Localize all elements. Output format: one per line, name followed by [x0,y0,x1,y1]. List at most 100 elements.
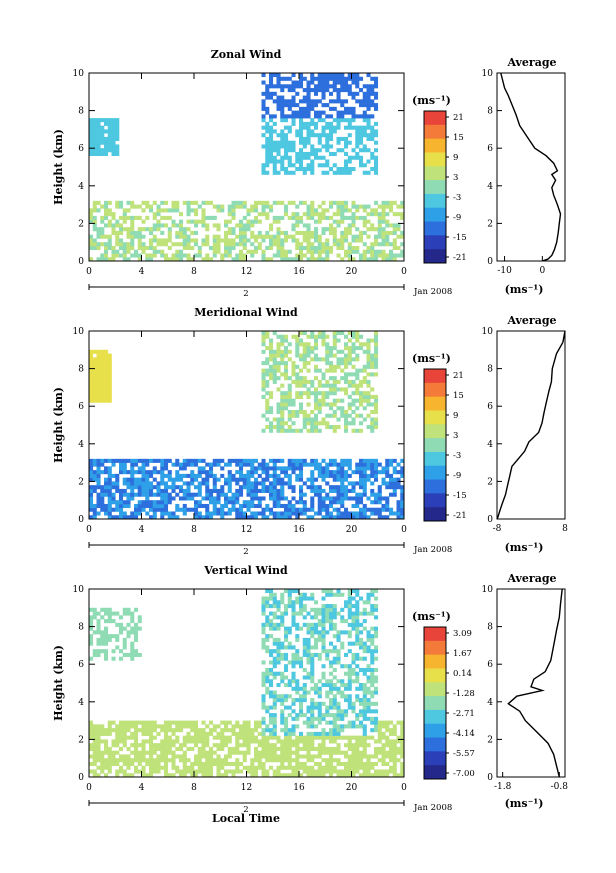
heatmap-cell [351,118,356,123]
heatmap-cell [250,492,255,497]
heatmap-cell [310,88,315,93]
heatmap-cell [377,746,382,751]
heatmap-cell [164,253,169,258]
colorbar-tick-label: 1.67 [453,649,472,659]
heatmap-cell [370,701,375,706]
heatmap-cell [224,242,229,247]
heatmap-cell [89,383,94,388]
heatmap-cell [295,754,300,759]
heatmap-cell [280,394,285,399]
heatmap-cell [152,200,157,205]
heatmap-cell [295,515,300,520]
heatmap-cell [332,705,337,710]
heatmap-cell [389,720,394,725]
heatmap-cell [389,458,394,463]
heatmap-cell [272,488,277,493]
heatmap-cell [216,245,221,251]
heatmap-cell [299,167,304,172]
heatmap-cell [370,675,375,680]
heatmap-cell [329,402,334,407]
heatmap-cell [182,743,187,748]
heatmap-cell [332,212,337,217]
heatmap-cell [246,227,251,232]
heatmap-cell [156,731,161,736]
heatmap-cell [389,477,394,482]
heatmap-cell [265,596,270,601]
heatmap-cell [269,589,274,594]
heatmap-cell [186,488,191,493]
heatmap-cell [182,466,187,471]
heatmap-cell [321,245,326,251]
heatmap-cell [269,492,274,497]
heatmap-cell [351,219,356,224]
heatmap-cell [152,500,157,505]
heatmap-cell [156,485,161,490]
heatmap-cell [272,671,277,676]
heatmap-cell [351,421,356,426]
heatmap-cell [336,728,341,733]
heatmap-cell [111,118,116,123]
heatmap-cell [104,470,109,475]
heatmap-cell [89,349,94,354]
heatmap-cell [381,238,386,243]
heatmap-cell [306,208,311,213]
heatmap-cell [96,477,101,482]
heatmap-cell [92,387,97,392]
heatmap-cell [89,368,94,373]
heatmap-cell [347,413,352,418]
heatmap-cell [336,223,341,228]
heatmap-cell [362,773,367,778]
heatmap-cell [287,660,292,665]
heatmap-cell [370,361,375,366]
heatmap-cell [385,496,390,501]
heatmap-cell [359,462,364,467]
heatmap-cell [306,641,311,646]
meridional-date-label: Jan 2008 [413,545,452,555]
heatmap-cell [104,364,109,369]
heatmap-cell [265,619,270,624]
heatmap-cell [107,503,112,509]
heatmap-cell [321,743,326,748]
heatmap-cell [299,110,304,115]
heatmap-cell [317,402,322,407]
heatmap-cell [302,353,307,358]
heatmap-cell [389,769,394,774]
heatmap-cell [107,368,112,373]
heatmap-cell [325,334,330,339]
heatmap-cell [351,515,356,520]
heatmap-cell [329,731,334,736]
heatmap-cell [107,238,112,243]
heatmap-cell [302,690,307,695]
heatmap-cell [111,257,116,262]
heatmap-cell [284,634,289,639]
heatmap-cell [299,600,304,605]
heatmap-cell [362,683,367,688]
heatmap-cell [257,230,262,235]
heatmap-cell [261,372,266,377]
heatmap-cell [295,84,300,89]
heatmap-cell [134,477,139,482]
heatmap-cell [377,212,382,217]
heatmap-cell [269,481,274,486]
heatmap-cell [310,671,315,676]
heatmap-cell [284,402,289,407]
heatmap-cell [295,242,300,247]
heatmap-cell [115,728,120,733]
heatmap-cell [314,394,319,399]
heatmap-cell [362,257,367,262]
heatmap-cell [149,720,154,725]
heatmap-cell [96,652,101,657]
heatmap-cell [220,466,225,471]
heatmap-cell [321,716,326,721]
heatmap-cell [340,735,345,740]
heatmap-cell [370,372,375,377]
heatmap-cell [276,151,281,157]
heatmap-cell [310,731,315,736]
heatmap-cell [284,394,289,399]
heatmap-cell [321,596,326,601]
heatmap-cell [370,679,375,684]
heatmap-cell [336,219,341,224]
heatmap-cell [284,114,289,119]
heatmap-cell [89,391,94,396]
heatmap-cell [306,140,311,145]
